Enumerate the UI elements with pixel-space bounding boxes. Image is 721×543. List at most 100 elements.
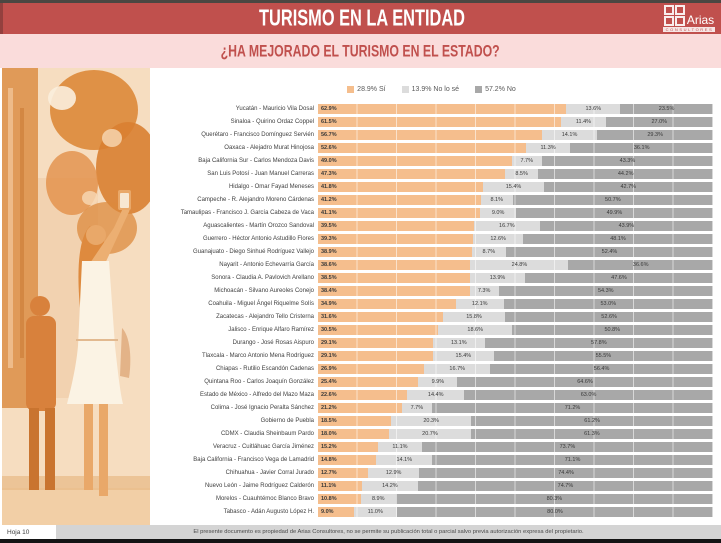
bar-segment-no: 56.4% [490, 363, 713, 374]
bar-segment-si: 15.2% [318, 441, 379, 452]
row-bar: 38.4% 7.3% 54.3% [318, 285, 713, 296]
bar-value: 41.1% [321, 209, 337, 216]
chart-row: Nayarit - Antonio Echevarría García 38.6%… [150, 258, 713, 271]
chart-row: Querétaro - Francisco Domínguez Servién 5… [150, 128, 713, 141]
bar-segment-no: 36.6% [568, 259, 713, 270]
bar-value: 18.6% [467, 326, 483, 333]
bar-value: 26.9% [321, 365, 337, 372]
row-label: Colima - José Ignacio Peralta Sánchez [210, 404, 314, 411]
bar-value: 36.1% [633, 144, 650, 151]
bar-value: 11.0% [367, 508, 383, 515]
bar-value: 49.9% [606, 209, 623, 216]
stacked-bar-chart: 28.9% Sí 13.9% No lo sé 57.2% No Yucatán -… [150, 68, 713, 531]
row-label: Zacatecas - Alejandro Tello Cristerna [216, 313, 314, 320]
row-label: Nuevo León - Jaime Rodríguez Calderón [204, 482, 314, 489]
bar-value: 12.6% [490, 235, 506, 242]
legend-swatch-icon [401, 85, 409, 93]
bar-segment-si: 49.0% [318, 155, 512, 166]
bar-segment-nls: 15.8% [442, 311, 506, 322]
logo-squares-icon [663, 5, 685, 26]
bar-value: 38.5% [321, 274, 337, 281]
bar-value: 61.2% [584, 417, 600, 424]
bar-value: 12.1% [471, 300, 488, 307]
bar-value: 11.1% [321, 482, 337, 489]
row-label: CDMX - Claudia Sheinbaum Pardo [220, 430, 314, 437]
chart-row: CDMX - Claudia Sheinbaum Pardo 18.0% 20.7%… [150, 427, 713, 440]
bar-value: 50.7% [605, 196, 621, 203]
bar-segment-si: 22.6% [318, 389, 408, 400]
chart-row: Oaxaca - Alejadro Murat Hinojosa 52.6% 11.… [150, 141, 713, 154]
row-label: Gobierno de Puebla [260, 417, 314, 424]
bar-value: 73.7% [559, 443, 576, 450]
row-bar: 18.5% 20.3% 61.2% [318, 415, 713, 426]
bar-value: 13.9% [489, 274, 506, 281]
bar-value: 15.4% [455, 352, 472, 359]
chart-row: Zacatecas - Alejandro Tello Cristerna 31.… [150, 310, 713, 323]
bar-segment-si: 47.3% [318, 168, 505, 179]
row-bar: 10.8% 8.9% 80.3% [318, 493, 713, 504]
bar-segment-nls: 16.7% [473, 220, 540, 231]
bar-value: 29.1% [321, 339, 337, 346]
bar-segment-nls: 14.1% [376, 454, 433, 465]
row-label: Campeche - R. Alejandro Moreno Cárdenas [197, 196, 314, 203]
bar-value: 11.4% [575, 118, 592, 125]
bar-segment-si: 11.1% [318, 480, 362, 491]
chart-row: Veracruz - Cuitláhuac García Jiménez 15.2… [150, 440, 713, 453]
bar-segment-si: 34.9% [318, 298, 456, 309]
row-bar: 18.0% 20.7% 61.3% [318, 428, 713, 439]
row-bar: 15.2% 11.1% 73.7% [318, 441, 713, 452]
bar-value: 31.6% [321, 313, 337, 320]
bar-value: 38.9% [321, 248, 337, 255]
bar-segment-nls: 11.0% [353, 506, 397, 517]
row-label: Guanajuato - Diego Sinhué Rodríguez Vall… [193, 248, 314, 255]
chart-row: Michoacán - Silvano Aureoles Conejo 38.4%… [150, 284, 713, 297]
bar-segment-no: 49.9% [515, 207, 713, 218]
bar-segment-nls: 13.1% [432, 337, 485, 348]
row-bar: 34.9% 12.1% 53.0% [318, 298, 713, 309]
bar-segment-si: 38.5% [318, 272, 471, 283]
bar-value: 20.7% [422, 430, 438, 437]
bar-segment-nls: 9.0% [480, 207, 516, 218]
chart-row: Aguascalientes - Martín Orozco Sandoval 3… [150, 219, 713, 232]
chart-row: Hidalgo - Omar Fayad Meneses 41.8% 15.4% 42… [150, 180, 713, 193]
bar-segment-no: 61.2% [471, 415, 713, 426]
bar-value: 53.0% [600, 300, 617, 307]
bar-segment-no: 80.0% [396, 506, 713, 517]
bar-segment-no: 44.2% [538, 168, 713, 179]
bar-segment-nls: 13.6% [566, 103, 621, 114]
bar-segment-no: 47.6% [524, 272, 713, 283]
bar-segment-si: 12.7% [318, 467, 369, 478]
bar-value: 39.3% [321, 235, 337, 242]
bar-value: 74.7% [557, 482, 574, 489]
bar-segment-si: 31.6% [318, 311, 443, 322]
row-label: Estado de México - Alfredo del Mazo Maza [199, 391, 314, 398]
chart-row: Sonora - Claudia A. Pavlovich Arellano 38… [150, 271, 713, 284]
bar-value: 56.4% [593, 365, 610, 372]
bar-segment-nls: 14.1% [541, 129, 598, 140]
bar-segment-no: 43.9% [539, 220, 713, 231]
chart-legend: 28.9% Sí 13.9% No lo sé 57.2% No [150, 81, 713, 97]
row-label: Guerrero - Héctor Antonio Astudillo Flor… [202, 235, 314, 242]
bar-value: 7.3% [477, 287, 491, 294]
legend-item: 13.9% No lo sé [401, 85, 459, 93]
row-label: Chihuahua - Javier Corral Jurado [225, 469, 314, 476]
row-bar: 29.1% 13.1% 57.8% [318, 337, 713, 348]
row-label: Baja California Sur - Carlos Mendoza Dav… [198, 157, 314, 164]
bar-value: 24.8% [511, 261, 528, 268]
chart-row: Chiapas - Rutilio Escandón Cadenas 26.9% 1… [150, 362, 713, 375]
bar-value: 50.8% [604, 326, 621, 333]
chart-row: Nuevo León - Jaime Rodríguez Calderón 11.… [150, 479, 713, 492]
chart-row: Estado de México - Alfredo del Mazo Maza… [150, 388, 713, 401]
bar-value: 11.3% [540, 144, 556, 151]
bar-value: 41.2% [321, 196, 337, 203]
bar-value: 44.2% [617, 170, 634, 177]
bar-segment-no: 36.1% [570, 142, 713, 153]
bar-value: 42.7% [620, 183, 637, 190]
chart-row: Quintana Roo - Carlos Joaquín González 25… [150, 375, 713, 388]
row-label: Tabasco - Adán Augusto López H. [223, 508, 314, 515]
bar-value: 7.7% [520, 157, 534, 164]
page-number: Hoja 10 [0, 525, 56, 539]
bar-segment-nls: 18.6% [438, 324, 512, 335]
bar-value: 22.6% [321, 391, 337, 398]
bar-segment-no: 64.6% [457, 376, 713, 387]
